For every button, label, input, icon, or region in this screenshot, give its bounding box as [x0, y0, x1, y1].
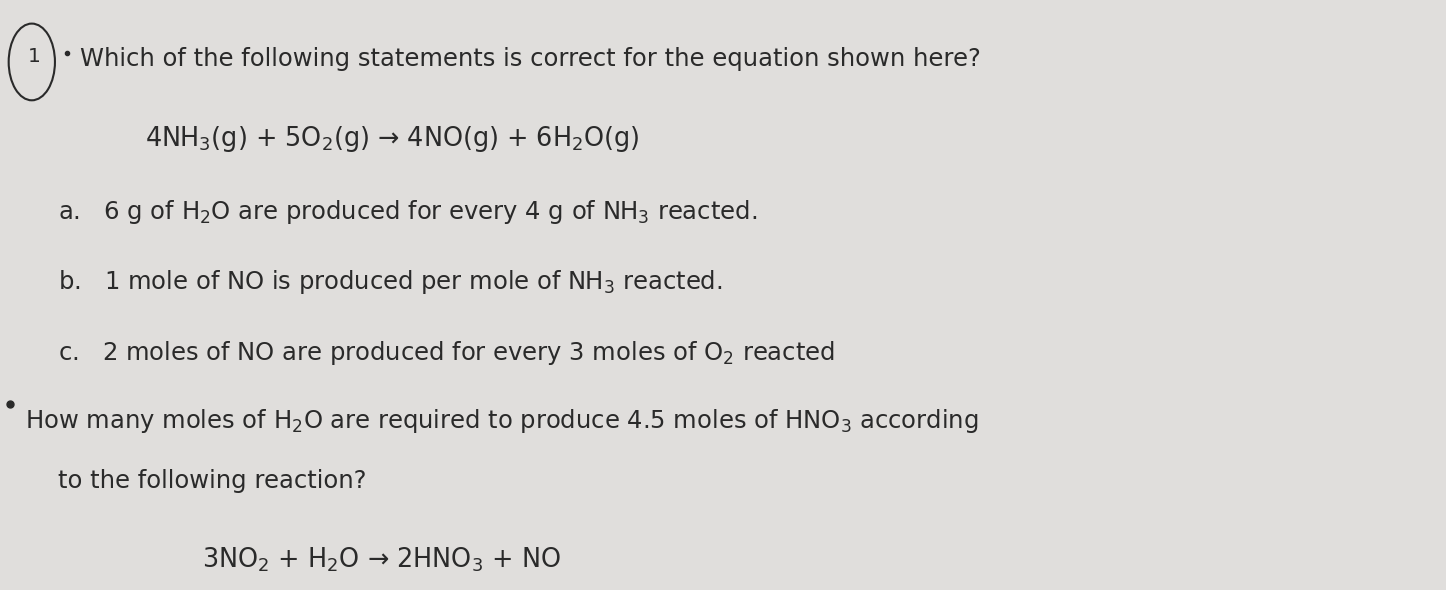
Text: a.   6 g of H$_2$O are produced for every 4 g of NH$_3$ reacted.: a. 6 g of H$_2$O are produced for every … — [58, 198, 756, 225]
Text: Which of the following statements is correct for the equation shown here?: Which of the following statements is cor… — [80, 47, 980, 71]
Text: 3NO$_2$ + H$_2$O → 2HNO$_3$ + NO: 3NO$_2$ + H$_2$O → 2HNO$_3$ + NO — [202, 546, 561, 574]
Text: 4NH$_3$(g) + 5O$_2$(g) → 4NO(g) + 6H$_2$O(g): 4NH$_3$(g) + 5O$_2$(g) → 4NO(g) + 6H$_2$… — [145, 124, 639, 154]
Text: 1: 1 — [29, 47, 40, 65]
Text: How many moles of H$_2$O are required to produce 4.5 moles of HNO$_3$ according: How many moles of H$_2$O are required to… — [25, 407, 977, 435]
Text: to the following reaction?: to the following reaction? — [58, 469, 366, 493]
Text: b.   1 mole of NO is produced per mole of NH$_3$ reacted.: b. 1 mole of NO is produced per mole of … — [58, 268, 723, 296]
Text: c.   2 moles of NO are produced for every 3 moles of O$_2$ reacted: c. 2 moles of NO are produced for every … — [58, 339, 834, 367]
